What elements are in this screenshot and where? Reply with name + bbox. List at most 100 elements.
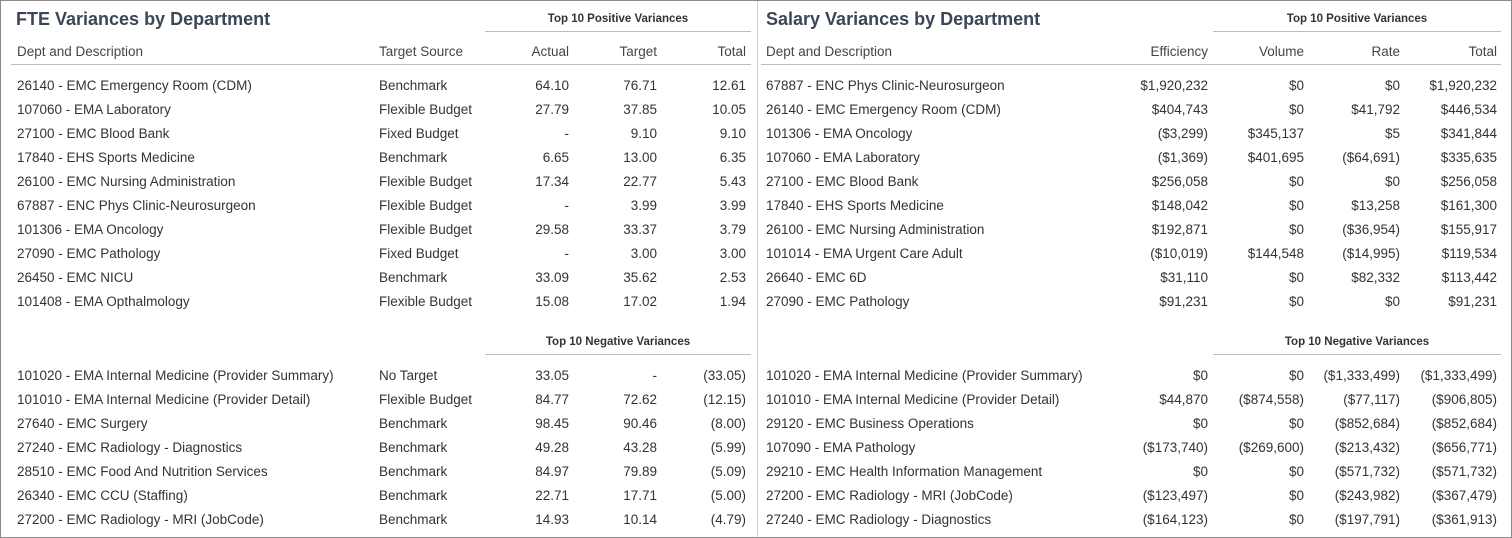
value-cell: - (564, 246, 570, 261)
value-cell: Flexible Budget (379, 222, 473, 237)
value-cell: Benchmark (379, 78, 448, 93)
dept-cell: 27100 - EMC Blood Bank (17, 126, 170, 141)
value-cell: 27.79 (535, 102, 569, 117)
value-cell: 10.05 (712, 102, 746, 117)
value-cell: $0 (1288, 270, 1304, 285)
value-cell: 17.71 (623, 488, 657, 503)
value-cell: ($571,732) (1431, 464, 1497, 479)
column-header: Total (1468, 44, 1497, 59)
value-cell: ($213,432) (1334, 440, 1400, 455)
value-cell: ($36,954) (1342, 222, 1400, 237)
value-cell: ($906,805) (1431, 392, 1497, 407)
dept-cell: 17840 - EHS Sports Medicine (766, 198, 944, 213)
section-heading: Top 10 Negative Variances (1284, 336, 1430, 348)
column-header: Dept and Description (17, 44, 144, 59)
column-header: Target Source (379, 44, 464, 59)
value-cell: ($14,995) (1342, 246, 1400, 261)
value-cell: 37.85 (623, 102, 657, 117)
dept-cell: 101010 - EMA Internal Medicine (Provider… (766, 392, 1060, 407)
dept-cell: 107090 - EMA Pathology (766, 440, 916, 455)
dept-cell: 26640 - EMC 6D (766, 270, 867, 285)
value-cell: 49.28 (535, 440, 569, 455)
value-cell: $0 (1288, 78, 1304, 93)
panel-divider (757, 1, 758, 537)
value-cell: No Target (379, 368, 438, 383)
header-rule (761, 64, 1501, 65)
value-cell: Benchmark (379, 488, 448, 503)
dept-cell: 26450 - EMC NICU (17, 270, 134, 285)
value-cell: ($1,333,499) (1323, 368, 1400, 383)
value-cell: $345,137 (1247, 126, 1304, 141)
value-cell: 9.10 (719, 126, 746, 141)
value-cell: $0 (1288, 222, 1304, 237)
value-cell: $0 (1288, 174, 1304, 189)
value-cell: $5 (1384, 126, 1400, 141)
value-cell: Fixed Budget (379, 246, 459, 261)
value-cell: $31,110 (1160, 270, 1208, 285)
value-cell: Flexible Budget (379, 102, 473, 117)
value-cell: ($10,019) (1150, 246, 1208, 261)
value-cell: $0 (1288, 512, 1304, 527)
value-cell: ($1,369) (1157, 150, 1208, 165)
value-cell: $404,743 (1151, 102, 1208, 117)
value-cell: $144,548 (1247, 246, 1304, 261)
value-cell: Flexible Budget (379, 392, 473, 407)
section-heading: Top 10 Negative Variances (545, 336, 691, 348)
value-cell: 33.05 (535, 368, 569, 383)
value-cell: Benchmark (379, 150, 448, 165)
value-cell: 33.09 (535, 270, 569, 285)
value-cell: 64.10 (535, 78, 569, 93)
value-cell: $113,442 (1441, 270, 1497, 285)
value-cell: 90.46 (623, 416, 657, 431)
value-cell: 22.77 (623, 174, 657, 189)
value-cell: ($173,740) (1142, 440, 1208, 455)
value-cell: (12.15) (703, 392, 746, 407)
value-cell: $0 (1192, 416, 1208, 431)
value-cell: 79.89 (623, 464, 657, 479)
dept-cell: 29210 - EMC Health Information Managemen… (766, 464, 1043, 479)
column-header: Rate (1371, 44, 1400, 59)
dept-cell: 101306 - EMA Oncology (766, 126, 913, 141)
value-cell: $256,058 (1440, 174, 1497, 189)
value-cell: ($656,771) (1431, 440, 1497, 455)
section-heading: Top 10 Positive Variances (1286, 13, 1428, 25)
panel-title: FTE Variances by Department (16, 9, 271, 29)
dept-cell: 26100 - EMC Nursing Administration (766, 222, 985, 237)
value-cell: ($164,123) (1142, 512, 1208, 527)
value-cell: $0 (1384, 294, 1400, 309)
value-cell: ($361,913) (1431, 512, 1497, 527)
value-cell: ($1,333,499) (1420, 368, 1497, 383)
column-header: Actual (531, 44, 569, 59)
value-cell: $341,844 (1440, 126, 1497, 141)
value-cell: 10.14 (623, 512, 657, 527)
value-cell: ($77,117) (1343, 392, 1400, 407)
value-cell: 3.99 (630, 198, 657, 213)
value-cell: $0 (1288, 198, 1304, 213)
value-cell: $0 (1384, 78, 1400, 93)
value-cell: (33.05) (703, 368, 746, 383)
dept-cell: 101014 - EMA Urgent Care Adult (766, 246, 963, 261)
value-cell: Fixed Budget (379, 126, 459, 141)
column-header: Volume (1258, 44, 1304, 59)
dept-cell: 101306 - EMA Oncology (17, 222, 164, 237)
column-header: Dept and Description (766, 44, 893, 59)
value-cell: $0 (1288, 488, 1304, 503)
value-cell: 43.28 (623, 440, 657, 455)
value-cell: 22.71 (535, 488, 569, 503)
value-cell: $119,534 (1441, 246, 1497, 261)
value-cell: 3.00 (719, 246, 746, 261)
value-cell: ($852,684) (1431, 416, 1497, 431)
value-cell: ($269,600) (1238, 440, 1304, 455)
dept-cell: 107060 - EMA Laboratory (766, 150, 920, 165)
dept-cell: 101408 - EMA Opthalmology (17, 294, 190, 309)
value-cell: Benchmark (379, 270, 448, 285)
value-cell: 9.10 (630, 126, 657, 141)
value-cell: (5.09) (710, 464, 746, 479)
value-cell: ($571,732) (1334, 464, 1400, 479)
section-rule (1213, 31, 1501, 32)
value-cell: Benchmark (379, 512, 448, 527)
value-cell: (5.00) (710, 488, 746, 503)
dept-cell: 27090 - EMC Pathology (766, 294, 910, 309)
dept-cell: 27240 - EMC Radiology - Diagnostics (766, 512, 992, 527)
dept-cell: 67887 - ENC Phys Clinic-Neurosurgeon (766, 78, 1005, 93)
